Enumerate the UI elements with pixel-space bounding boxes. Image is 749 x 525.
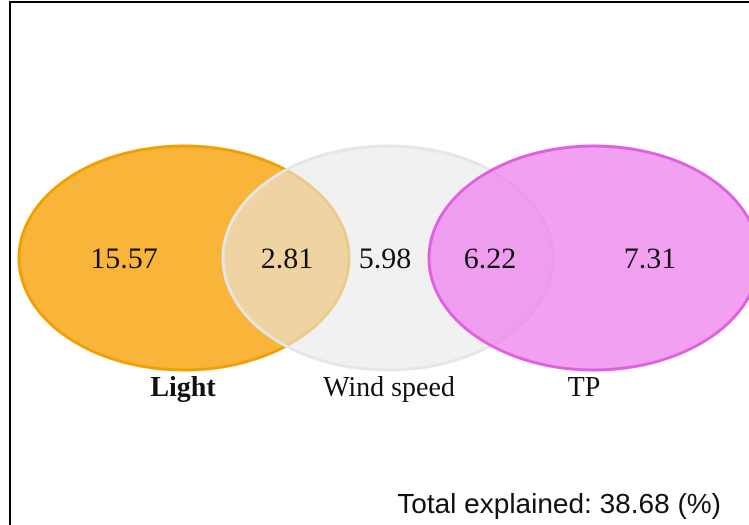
set-label-light: Light <box>150 372 216 403</box>
region-wind-tp: 6.22 <box>464 242 517 275</box>
total-explained-label: Total explained: 38.68 (%) <box>397 488 721 519</box>
region-light-only: 15.57 <box>90 242 158 275</box>
region-wind-only: 5.98 <box>359 242 412 275</box>
set-label-wind-speed: Wind speed <box>323 372 455 403</box>
region-tp-only: 7.31 <box>624 242 677 275</box>
region-light-wind: 2.81 <box>261 242 314 275</box>
set-label-tp: TP <box>568 372 601 403</box>
tp-set-ellipse <box>427 144 749 372</box>
